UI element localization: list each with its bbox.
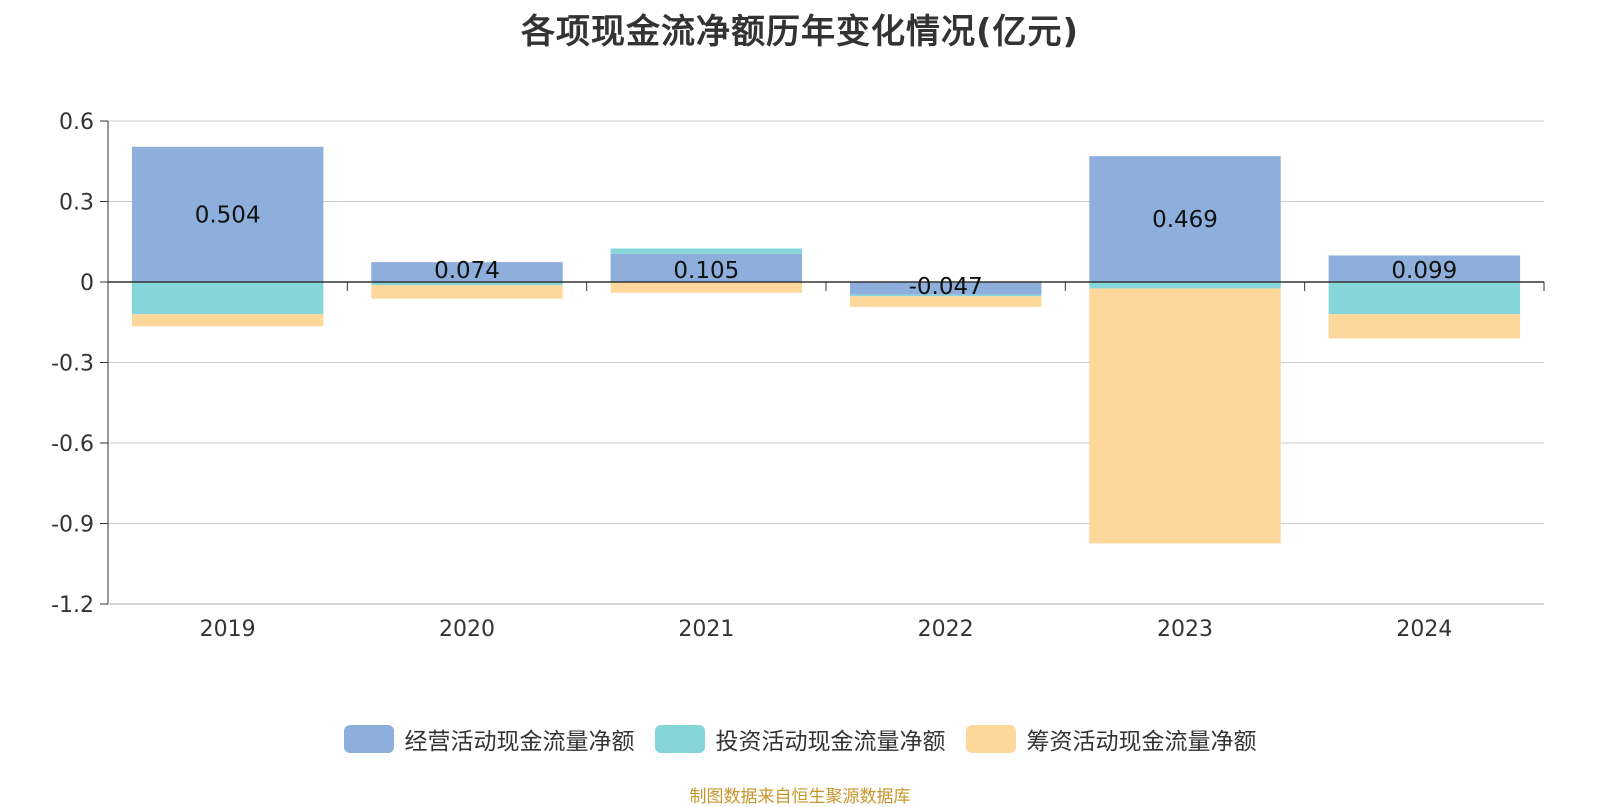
- data-label: 0.504: [195, 202, 261, 228]
- y-tick-label: -0.9: [51, 513, 94, 538]
- source-note: 制图数据来自恒生聚源数据库: [689, 787, 911, 807]
- legend-label-operating: 经营活动现金流量净额: [404, 729, 635, 755]
- bar-2020-series-0: [371, 262, 563, 282]
- bar-2019-series-0: [131, 146, 324, 282]
- bar-2021-series-1: [610, 248, 803, 254]
- legend-item-financing[interactable]: 筹资活动现金流量净额: [965, 722, 1257, 756]
- legend-swatch-financing: [965, 725, 1016, 753]
- bar-2022-series-0: [849, 282, 1042, 295]
- data-label: 0.469: [1152, 207, 1218, 233]
- bar-2019-series-1: [131, 282, 324, 315]
- x-tick-label: 2024: [1396, 617, 1452, 642]
- bar-2023-series-2: [1089, 288, 1281, 544]
- bar-2024-series-2: [1328, 314, 1521, 339]
- bar-2020-series-2: [371, 285, 563, 299]
- x-tick-label: 2020: [439, 617, 495, 642]
- legend-label-financing: 筹资活动现金流量净额: [1026, 729, 1257, 755]
- bar-2023-series-0: [1089, 156, 1281, 282]
- bar-2021-series-0: [610, 253, 803, 282]
- bar-2022-series-1: [849, 294, 1042, 297]
- legend-label-investing: 投资活动现金流量净额: [715, 729, 946, 755]
- legend-item-investing[interactable]: 投资活动现金流量净额: [654, 722, 946, 756]
- data-label: -0.047: [909, 274, 983, 300]
- y-tick-label: -0.6: [51, 432, 94, 457]
- bar-2024-series-0: [1328, 255, 1521, 282]
- bar-2022-series-2: [849, 296, 1042, 307]
- bar-2019-series-2: [131, 314, 324, 327]
- chart-plot-area: 0.6 0.3 0 -0.3 -0.6 -0.9 -1.2 2019 2020 2021 2022 2…: [51, 110, 1545, 642]
- x-tick-label: 2019: [200, 617, 256, 642]
- y-tick-label: 0: [80, 271, 94, 296]
- data-label: 0.074: [434, 258, 500, 284]
- chart-legend: 经营活动现金流量净额 投资活动现金流量净额 筹资活动现金流量净额: [0, 722, 1600, 756]
- legend-swatch-investing: [654, 725, 705, 753]
- bar-2024-series-1: [1328, 282, 1521, 315]
- y-tick-label: -0.3: [51, 352, 94, 377]
- bar-2020-series-1: [371, 282, 563, 286]
- legend-swatch-operating: [343, 725, 394, 753]
- y-tick-label: 0.6: [59, 110, 94, 135]
- y-tick-label: -1.2: [51, 593, 94, 618]
- data-label: 0.105: [673, 258, 739, 284]
- bar-2021-series-2: [610, 282, 803, 293]
- legend-item-operating[interactable]: 经营活动现金流量净额: [343, 722, 635, 756]
- chart-title: 各项现金流净额历年变化情况(亿元): [520, 12, 1080, 52]
- x-tick-label: 2023: [1157, 617, 1213, 642]
- bar-2023-series-1: [1089, 282, 1281, 289]
- x-tick-label: 2021: [678, 617, 734, 642]
- y-tick-label: 0.3: [59, 191, 94, 216]
- x-tick-label: 2022: [918, 617, 974, 642]
- data-label: 0.099: [1391, 258, 1457, 284]
